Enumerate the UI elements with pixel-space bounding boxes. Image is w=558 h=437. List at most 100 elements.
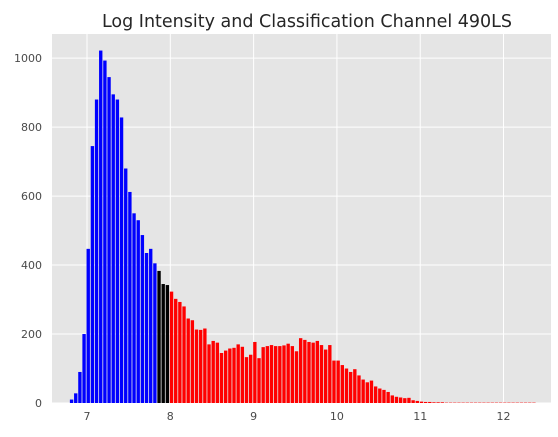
y-axis-ticks: 0 200 400 600 800 1000 [14,52,42,410]
histogram-bar-red [174,298,178,403]
histogram-bar-red [228,348,232,403]
histogram-bar-red [244,357,249,403]
histogram-bar-blue [119,117,124,403]
histogram-bar-blue [149,248,153,403]
histogram-bar-blue [74,393,78,403]
histogram-bar-blue [144,252,149,403]
histogram-bar-red [265,346,270,403]
histogram-bar-red [390,395,394,403]
histogram-bar-blue [115,99,120,403]
histogram-bar-red [369,380,374,403]
histogram-bar-red [240,346,245,403]
histogram-bar-red [211,340,215,403]
histogram-bar-blue [90,146,95,403]
histogram-bar-red [207,344,211,403]
histogram-bar-red [423,401,428,403]
histogram-bar-red [344,368,349,403]
histogram-bar-blue [78,371,82,403]
histogram-bar-red [169,291,174,403]
histogram-bar-red [319,345,324,403]
histogram-bar-red [357,375,361,403]
histogram-bar-red [186,318,190,403]
histogram-bar-red [286,343,290,403]
histogram-bar-blue [86,248,90,403]
histogram-bar-red [411,400,415,403]
histogram-bar-red [257,358,261,403]
x-axis-ticks: 7 8 9 10 11 12 [83,410,510,423]
histogram-bar-red [182,306,186,403]
histogram-bar-blue [136,220,140,403]
y-tick-label: 200 [21,328,42,341]
histogram-bar-black [165,285,170,403]
histogram-bar-red [382,389,386,403]
y-tick-label: 1000 [14,52,42,65]
histogram-bar-red [403,398,407,403]
histogram-bar-red [294,351,299,403]
histogram-bar-red [219,352,224,403]
histogram-bar-red [253,341,257,403]
histogram-bar-red [428,401,432,403]
histogram-bar-blue [124,168,128,403]
histogram-bar-red [415,400,419,403]
histogram-bar-blue [82,334,86,403]
y-tick-label: 400 [21,259,42,272]
y-tick-label: 0 [35,397,42,410]
histogram-bar-red [323,349,328,403]
histogram-bar-red [236,344,240,403]
histogram-bar-red [215,342,220,403]
histogram-bar-black [157,270,161,403]
histogram-bar-red [398,397,403,403]
histogram-bar-red [373,386,378,403]
histogram-bar-blue [107,77,111,403]
histogram-bar-red [194,329,199,403]
histogram-bar-black [161,284,165,403]
histogram-bar-red [353,369,357,403]
histogram-bar-red [361,379,365,403]
histogram-bar-blue [111,94,115,403]
x-tick-label: 12 [497,410,511,423]
histogram-bar-red [436,402,440,403]
histogram-bar-red [386,391,390,403]
histogram-bar-red [278,346,282,403]
histogram-bar-red [303,339,307,403]
histogram-bar-red [249,354,253,403]
histogram-bar-red [290,346,295,403]
histogram-bar-red [199,329,203,403]
histogram-bar-red [348,371,353,403]
histogram-bar-red [332,360,336,403]
histogram-bar-red [269,345,274,403]
x-tick-label: 8 [167,410,174,423]
histogram-bar-red [378,388,382,403]
histogram-bar-red [340,365,345,403]
chart-title: Log Intensity and Classification Channel… [102,12,512,32]
histogram-bar-red [282,345,286,403]
histogram-bars [69,50,536,404]
histogram-bar-red [365,382,369,403]
histogram-bar-red [311,342,315,403]
histogram-bar-red [273,346,278,403]
histogram-bar-red [232,347,236,403]
x-tick-label: 9 [250,410,257,423]
histogram-bar-red [190,320,195,403]
histogram-bar-red [298,338,303,403]
histogram-bar-red [432,402,436,403]
histogram-bar-red [440,402,444,403]
histogram-bar-red [307,341,311,403]
x-tick-label: 11 [413,410,427,423]
x-tick-label: 10 [330,410,344,423]
histogram-bar-blue [99,50,103,403]
x-tick-label: 7 [83,410,90,423]
histogram-bar-red [178,301,182,403]
histogram-bar-red [224,350,228,403]
histogram-bar-blue [103,60,107,404]
histogram-bar-red [419,401,424,403]
histogram-bar-blue [69,399,74,403]
histogram-bar-red [203,328,207,403]
histogram-bar-red [328,345,332,403]
histogram-bar-blue [94,99,99,403]
histogram-bar-blue [153,263,157,403]
histogram-bar-red [407,397,411,403]
histogram-bar-red [336,360,340,403]
